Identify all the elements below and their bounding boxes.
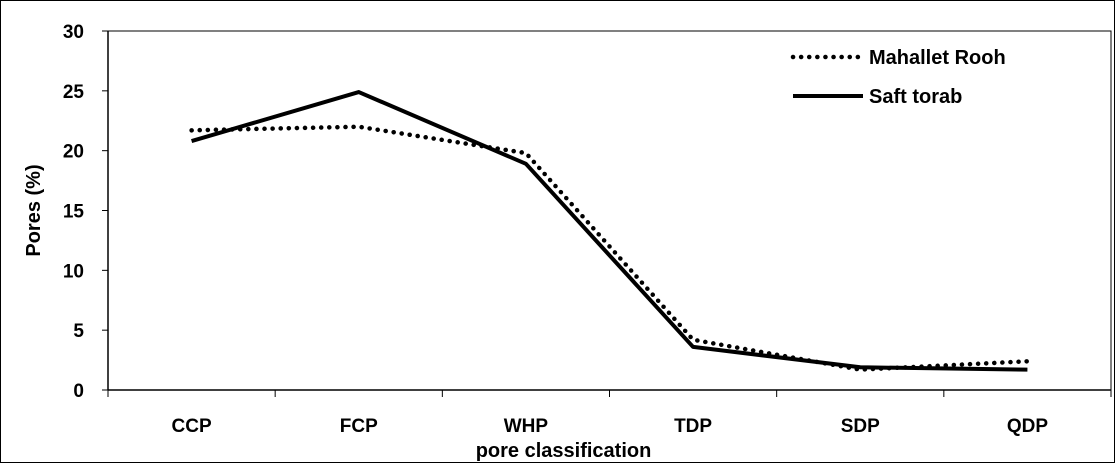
x-tick-label: QDP <box>1007 416 1049 437</box>
plot-border <box>108 31 1111 390</box>
y-tick-label: 15 <box>63 202 85 223</box>
x-axis-title: pore classification <box>476 440 652 462</box>
x-tick-label: CCP <box>172 416 212 437</box>
series-layer <box>191 92 1027 370</box>
y-tick-label: 20 <box>63 142 84 163</box>
y-tick-label: 25 <box>63 82 85 103</box>
y-axis-title: Pores (%) <box>23 164 45 256</box>
series-line-1 <box>192 127 1028 370</box>
y-tick-label: 0 <box>73 381 84 402</box>
legend-label-2: Saft torab <box>869 86 962 108</box>
y-tick-label: 30 <box>63 22 84 43</box>
plot-area <box>108 31 1111 390</box>
x-tick-label: WHP <box>504 416 549 437</box>
y-tick-label: 5 <box>73 321 84 342</box>
x-tick-label: TDP <box>674 416 712 437</box>
x-tick-label: FCP <box>340 416 378 437</box>
legend: Mahallet Rooh Saft torab <box>793 47 1006 108</box>
y-axis-ticks: 0 5 10 15 20 25 30 <box>63 22 108 402</box>
x-axis-ticks: CCP FCP WHP TDP SDP QDP <box>108 390 1111 437</box>
legend-label-1: Mahallet Rooh <box>869 47 1006 69</box>
x-tick-label: SDP <box>841 416 880 437</box>
series-line-2 <box>192 92 1028 370</box>
y-tick-label: 10 <box>63 261 84 282</box>
